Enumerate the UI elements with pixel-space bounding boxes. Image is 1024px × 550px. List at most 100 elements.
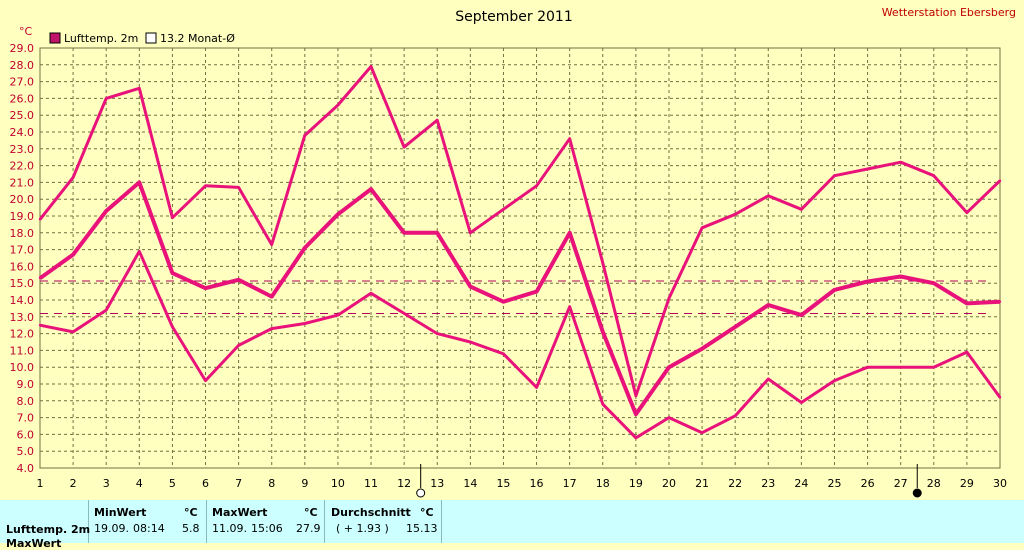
x-tick-label: 7 (235, 477, 242, 490)
legend-swatch-filled (49, 32, 61, 44)
min-value: 5.8 (182, 522, 200, 535)
data-point-min (138, 250, 141, 253)
x-tick-label: 10 (331, 477, 345, 490)
x-tick-label: 27 (894, 477, 908, 490)
y-tick-label: 20.0 (10, 193, 35, 206)
data-point-max (436, 119, 439, 122)
data-point-min (369, 292, 373, 295)
series-line-max (38, 65, 1002, 398)
data-point-mean (833, 288, 836, 292)
data-point-max (601, 261, 604, 265)
data-point-max (402, 145, 406, 149)
data-point-max (171, 216, 174, 219)
x-tick-label: 19 (629, 477, 643, 490)
y-tick-label: 17.0 (10, 244, 35, 257)
avg-delta: ( + 1.93 ) (336, 522, 389, 535)
data-point-mean (303, 246, 307, 250)
data-point-max (105, 97, 108, 100)
max-time: 15:06 (251, 522, 283, 535)
avg-value: 15.13 (406, 522, 438, 535)
data-point-max (667, 297, 671, 300)
row-label: Lufttemp. 2m (6, 523, 91, 536)
data-point-max (800, 208, 803, 211)
x-tick-label: 8 (268, 477, 275, 490)
data-point-mean (204, 287, 207, 290)
data-point-max (469, 231, 472, 234)
data-point-mean (800, 313, 803, 317)
data-point-mean (733, 325, 737, 329)
x-tick-label: 11 (364, 477, 378, 490)
max-date: 11.09. (212, 522, 247, 535)
max-header: MaxWert (212, 506, 268, 519)
data-point-max (767, 194, 770, 198)
data-point-max (733, 213, 737, 216)
y-tick-label: 18.0 (10, 227, 35, 240)
stats-panel: MinWert °C MaxWert °C Durchschnitt °C Lu… (0, 500, 1024, 550)
data-point-mean (38, 276, 42, 280)
data-point-mean (998, 300, 1002, 303)
data-point-mean (700, 347, 704, 350)
data-point-min (436, 332, 439, 335)
data-point-min (568, 305, 571, 308)
y-tick-label: 16.0 (10, 260, 35, 273)
data-point-mean (502, 300, 505, 303)
y-tick-label: 29.0 (10, 42, 35, 55)
x-tick-label: 20 (662, 477, 676, 490)
y-tick-label: 8.0 (17, 395, 35, 408)
chart-canvas: 4.05.06.07.08.09.010.011.012.013.014.015… (10, 6, 1016, 498)
data-point-min (800, 401, 803, 404)
data-point-min (700, 431, 704, 434)
y-tick-label: 9.0 (17, 378, 35, 391)
data-point-min (535, 386, 538, 389)
data-point-mean (667, 366, 671, 369)
data-point-mean (105, 209, 108, 213)
data-point-mean (270, 295, 273, 298)
data-point-max (204, 184, 207, 187)
data-point-min (303, 322, 307, 325)
y-tick-label: 5.0 (17, 445, 35, 458)
data-point-max (998, 179, 1002, 182)
data-point-mean (601, 330, 604, 334)
data-point-mean (71, 253, 75, 256)
data-point-min (899, 366, 902, 369)
stats-divider (206, 500, 207, 543)
x-tick-label: 25 (827, 477, 841, 490)
legend-label: Lufttemp. 2m (64, 32, 138, 45)
y-tick-label: 22.0 (10, 160, 35, 173)
x-tick-label: 1 (37, 477, 44, 490)
data-point-min (38, 324, 42, 327)
y-tick-label: 6.0 (17, 428, 35, 441)
x-tick-label: 24 (794, 477, 808, 490)
x-tick-label: 16 (530, 477, 544, 490)
y-tick-label: 10.0 (10, 361, 35, 374)
x-tick-label: 4 (136, 477, 143, 490)
data-point-max (866, 167, 869, 171)
data-point-min (998, 396, 1002, 399)
x-tick-label: 15 (496, 477, 510, 490)
data-point-min (402, 312, 406, 315)
y-tick-label: 4.0 (17, 462, 35, 475)
data-point-min (502, 352, 505, 355)
min-date: 19.09. (94, 522, 129, 535)
stats-divider (441, 500, 442, 543)
data-point-min (667, 416, 671, 419)
x-tick-label: 2 (70, 477, 77, 490)
x-tick-label: 18 (596, 477, 610, 490)
data-point-min (469, 340, 472, 344)
data-point-mean (866, 280, 869, 283)
data-point-max (237, 186, 240, 189)
y-tick-label: 26.0 (10, 92, 35, 105)
data-point-mean (634, 413, 638, 416)
data-point-min (204, 379, 207, 382)
data-point-max (71, 176, 75, 179)
data-point-min (601, 402, 604, 406)
data-point-max (700, 226, 704, 229)
data-point-max (303, 134, 307, 137)
y-tick-label: 12.0 (10, 328, 35, 341)
x-tick-label: 23 (761, 477, 775, 490)
data-point-max (270, 243, 273, 246)
data-point-min (965, 350, 969, 354)
row2-label: MaxWert (6, 537, 62, 550)
x-tick-label: 17 (563, 477, 577, 490)
y-tick-label: 13.0 (10, 311, 35, 324)
